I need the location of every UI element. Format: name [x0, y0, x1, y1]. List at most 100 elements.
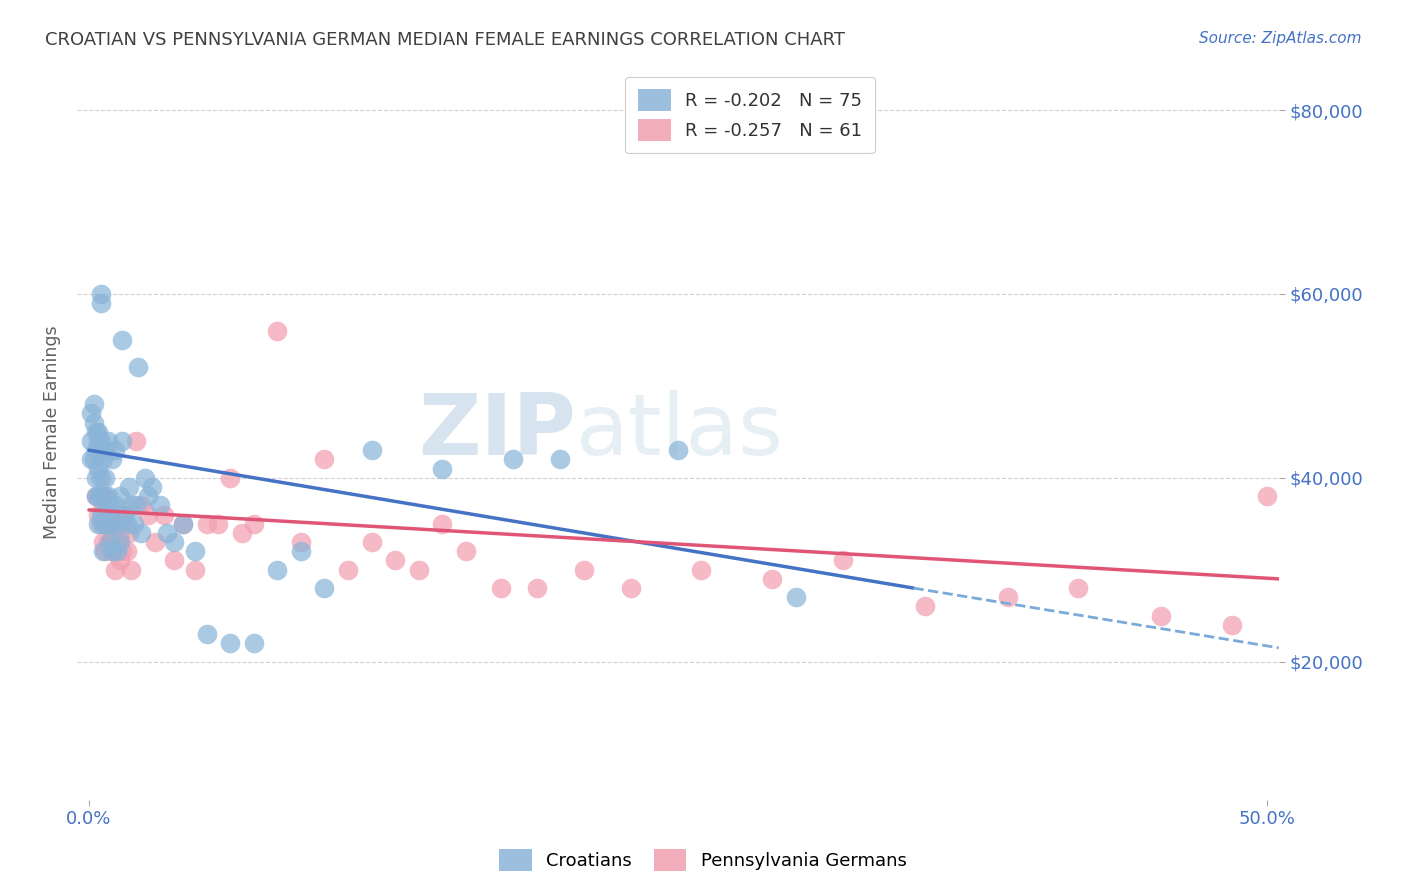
Point: [120, 499, 142, 513]
Point: [108, 489, 131, 503]
Point: [90, 471, 112, 485]
Point: [91, 516, 114, 531]
Point: [127, 360, 149, 375]
Point: [101, 452, 124, 467]
Point: [112, 508, 135, 522]
Point: [91, 535, 114, 549]
Point: [94, 544, 117, 558]
Point: [90, 286, 112, 301]
Point: [266, 563, 288, 577]
Point: [84, 489, 107, 503]
Point: [105, 508, 128, 522]
Point: [122, 516, 145, 531]
Point: [84, 443, 107, 458]
Point: [572, 563, 595, 577]
Point: [87, 489, 110, 503]
Point: [84, 425, 107, 439]
Point: [432, 461, 454, 475]
Point: [243, 636, 266, 650]
Point: [98, 499, 121, 513]
Point: [98, 508, 121, 522]
Point: [360, 443, 382, 458]
Point: [84, 471, 107, 485]
Point: [115, 544, 138, 558]
Point: [105, 544, 128, 558]
Point: [997, 591, 1019, 605]
Y-axis label: Median Female Earnings: Median Female Earnings: [44, 325, 60, 539]
Point: [195, 516, 218, 531]
Point: [94, 443, 117, 458]
Point: [97, 508, 120, 522]
Point: [97, 499, 120, 513]
Point: [136, 508, 159, 522]
Point: [83, 416, 105, 430]
Point: [489, 581, 512, 595]
Point: [97, 535, 120, 549]
Point: [148, 499, 170, 513]
Point: [97, 516, 120, 531]
Point: [125, 434, 148, 448]
Point: [666, 443, 689, 458]
Point: [1256, 489, 1278, 503]
Point: [914, 599, 936, 614]
Legend: R = -0.202   N = 75, R = -0.257   N = 61: R = -0.202 N = 75, R = -0.257 N = 61: [626, 77, 875, 153]
Point: [112, 508, 135, 522]
Point: [360, 535, 382, 549]
Point: [290, 544, 312, 558]
Point: [831, 553, 853, 567]
Point: [91, 499, 114, 513]
Point: [101, 544, 124, 558]
Point: [104, 563, 127, 577]
Point: [314, 581, 336, 595]
Point: [90, 296, 112, 310]
Point: [83, 452, 105, 467]
Point: [111, 544, 134, 558]
Text: Source: ZipAtlas.com: Source: ZipAtlas.com: [1198, 31, 1361, 46]
Point: [98, 535, 121, 549]
Point: [219, 471, 242, 485]
Point: [136, 489, 159, 503]
Point: [91, 508, 114, 522]
Point: [90, 489, 112, 503]
Point: [120, 563, 142, 577]
Point: [620, 581, 643, 595]
Point: [129, 499, 152, 513]
Point: [108, 553, 131, 567]
Point: [290, 535, 312, 549]
Point: [172, 516, 194, 531]
Point: [337, 563, 360, 577]
Point: [1220, 618, 1243, 632]
Point: [143, 535, 166, 549]
Point: [94, 471, 117, 485]
Point: [231, 525, 253, 540]
Point: [83, 397, 105, 411]
Point: [108, 535, 131, 549]
Point: [87, 461, 110, 475]
Point: [101, 516, 124, 531]
Point: [761, 572, 783, 586]
Text: ZIP: ZIP: [418, 391, 576, 474]
Point: [172, 516, 194, 531]
Point: [184, 563, 207, 577]
Point: [125, 499, 148, 513]
Point: [87, 508, 110, 522]
Point: [98, 508, 121, 522]
Point: [80, 452, 103, 467]
Point: [129, 525, 152, 540]
Point: [141, 480, 163, 494]
Point: [1150, 608, 1173, 623]
Point: [111, 434, 134, 448]
Point: [134, 471, 156, 485]
Point: [219, 636, 242, 650]
Point: [90, 489, 112, 503]
Legend: Croatians, Pennsylvania Germans: Croatians, Pennsylvania Germans: [492, 842, 914, 879]
Point: [526, 581, 548, 595]
Point: [105, 516, 128, 531]
Point: [90, 508, 112, 522]
Point: [548, 452, 571, 467]
Point: [91, 489, 114, 503]
Point: [454, 544, 477, 558]
Point: [118, 480, 141, 494]
Point: [502, 452, 524, 467]
Point: [314, 452, 336, 467]
